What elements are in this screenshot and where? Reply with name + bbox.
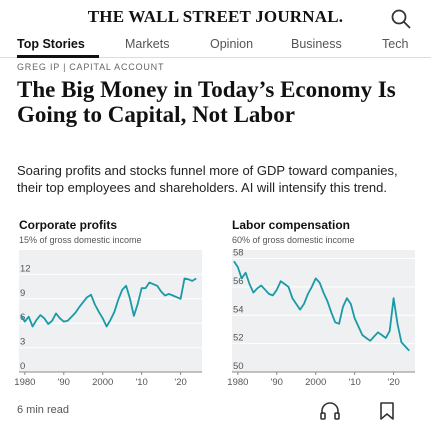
x-tick-label: '90 xyxy=(271,377,283,388)
y-tick-label: 12 xyxy=(20,263,31,274)
author-link[interactable]: GREG IP xyxy=(17,62,61,72)
plot-background xyxy=(232,250,415,372)
article-footer: 6 min read xyxy=(0,396,431,426)
chart-labor-compensation: 50 52 54 56 58 1980 '90 2000 '10 '20 xyxy=(227,248,415,388)
y-tick-label: 52 xyxy=(233,333,244,344)
article-kicker: GREG IP | CAPITAL ACCOUNT xyxy=(17,62,164,72)
masthead: THE WALL STREET JOURNAL. xyxy=(0,0,431,34)
bookmark-icon[interactable] xyxy=(379,401,395,421)
y-tick-label: 3 xyxy=(20,337,25,348)
x-tick-label: 2000 xyxy=(305,377,326,388)
headphones-icon[interactable] xyxy=(319,402,341,420)
x-tick-label: '10 xyxy=(348,377,360,388)
x-tick-label: '90 xyxy=(58,377,70,388)
column-link[interactable]: CAPITAL ACCOUNT xyxy=(69,62,165,72)
series-line xyxy=(233,260,410,352)
section-nav: Top Stories Markets Opinion Business Tec… xyxy=(0,34,431,58)
chart-subtitle-labor: 60% of gross domestic income xyxy=(232,235,355,245)
y-tick-label: 0 xyxy=(20,361,25,372)
y-tick-label: 56 xyxy=(233,276,244,287)
tab-tech[interactable]: Tech xyxy=(382,37,409,51)
article-dek: Soaring profits and stocks funnel more o… xyxy=(17,163,398,195)
tab-business[interactable]: Business xyxy=(291,37,342,51)
plot-background xyxy=(19,250,202,372)
x-tick-label: 2000 xyxy=(92,377,113,388)
read-time: 6 min read xyxy=(17,404,69,416)
chart-title-profits: Corporate profits xyxy=(19,218,118,232)
search-icon[interactable] xyxy=(390,8,412,30)
x-tick-label: '20 xyxy=(387,377,399,388)
x-tick-label: '20 xyxy=(174,377,186,388)
nav-divider xyxy=(0,57,431,58)
tab-top-stories[interactable]: Top Stories xyxy=(17,37,85,51)
series-line xyxy=(20,277,197,328)
x-tick-label: 1980 xyxy=(14,377,35,388)
brand-logo[interactable]: THE WALL STREET JOURNAL. xyxy=(87,7,344,26)
article-headline[interactable]: The Big Money in Today’s Economy Is Goin… xyxy=(17,77,396,127)
y-tick-label: 58 xyxy=(233,248,244,259)
tab-opinion[interactable]: Opinion xyxy=(210,37,254,51)
y-tick-label: 9 xyxy=(20,288,25,299)
active-tab-indicator xyxy=(17,55,99,58)
x-tick-label: '10 xyxy=(135,377,147,388)
chart-title-labor: Labor compensation xyxy=(232,218,351,232)
chart-subtitle-profits: 15% of gross domestic income xyxy=(19,235,142,245)
y-tick-label: 50 xyxy=(233,361,244,372)
kicker-separator: | xyxy=(63,62,67,72)
x-tick-label: 1980 xyxy=(227,377,248,388)
y-tick-label: 54 xyxy=(233,304,244,315)
tab-markets[interactable]: Markets xyxy=(125,37,170,51)
